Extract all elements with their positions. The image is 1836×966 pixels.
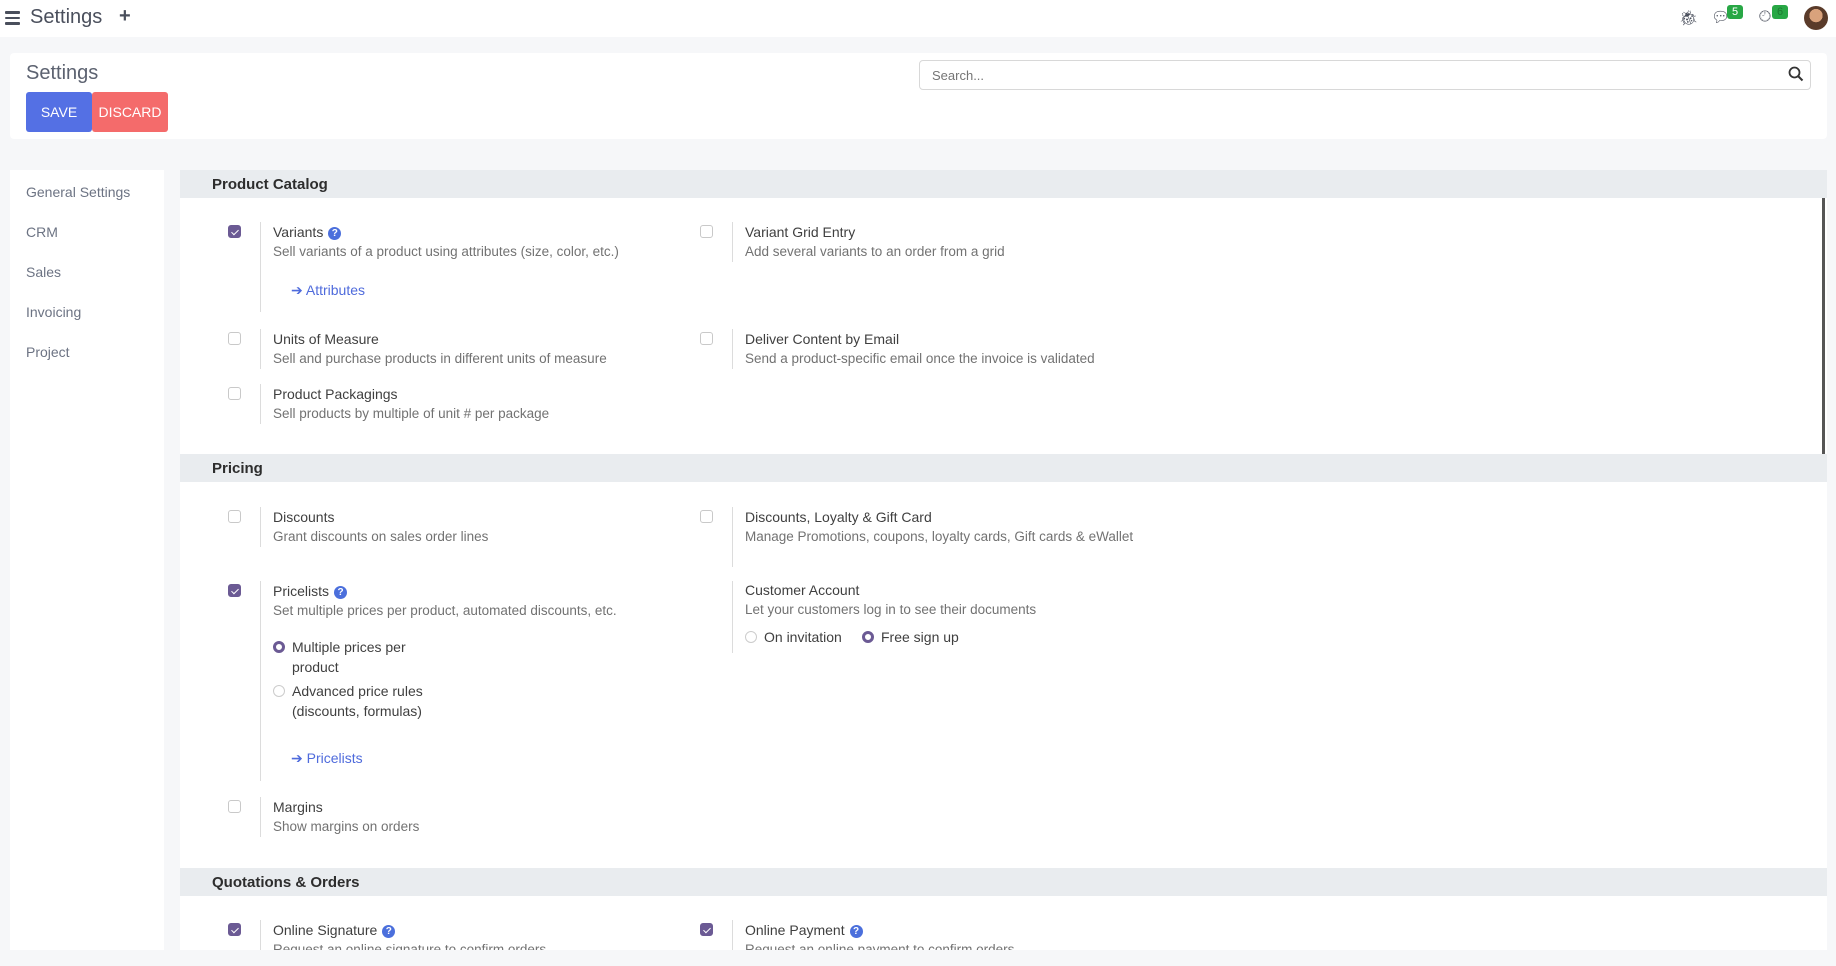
divider — [732, 920, 733, 950]
sidebar-item-crm[interactable]: CRM — [26, 224, 58, 240]
margins-checkbox[interactable] — [228, 800, 241, 813]
save-button[interactable]: SAVE — [26, 92, 92, 132]
deliver-email-checkbox[interactable] — [700, 332, 713, 345]
plus-icon[interactable]: + — [119, 5, 131, 27]
divider — [260, 507, 261, 547]
customer-account-label: Customer Account — [745, 582, 860, 598]
free-signup-label: Free sign up — [881, 629, 959, 645]
settings-sidebar: General Settings CRM Sales Invoicing Pro… — [10, 170, 164, 950]
settings-content: Product Catalog Variants? Sell variants … — [180, 170, 1827, 950]
online-payment-desc: Request an online payment to confirm ord… — [745, 942, 1015, 950]
discard-button[interactable]: DISCARD — [92, 92, 168, 132]
section-product-catalog: Product Catalog — [180, 170, 1827, 198]
search-icon[interactable] — [1788, 66, 1804, 82]
online-signature-label: Online Signature? — [273, 922, 396, 938]
divider — [260, 797, 261, 837]
online-payment-label: Online Payment? — [745, 922, 863, 938]
online-signature-checkbox[interactable] — [228, 923, 241, 936]
section-quotations-orders: Quotations & Orders — [180, 868, 1827, 896]
menu-icon[interactable] — [5, 11, 20, 25]
chat-icon[interactable]: 💬︎ — [1711, 9, 1731, 26]
packagings-label: Product Packagings — [273, 386, 398, 402]
pricelists-label: Pricelists? — [273, 583, 348, 599]
divider — [260, 384, 261, 424]
attributes-link[interactable]: ➔ Attributes — [291, 282, 365, 298]
advanced-rules-radio[interactable] — [273, 685, 285, 697]
margins-desc: Show margins on orders — [273, 819, 420, 834]
packagings-checkbox[interactable] — [228, 387, 241, 400]
uom-label: Units of Measure — [273, 331, 379, 347]
pricelists-desc: Set multiple prices per product, automat… — [273, 603, 617, 618]
help-icon[interactable]: ? — [334, 586, 348, 599]
divider — [260, 581, 261, 781]
loyalty-label: Discounts, Loyalty & Gift Card — [745, 509, 932, 525]
multiple-prices-radio[interactable] — [273, 641, 285, 653]
online-signature-desc: Request an online signature to confirm o… — [273, 942, 547, 950]
help-icon[interactable]: ? — [382, 925, 396, 938]
activities-badge: 6 — [1772, 5, 1789, 19]
divider — [732, 507, 733, 567]
divider — [732, 581, 733, 653]
control-panel: Settings SAVE DISCARD — [10, 53, 1827, 139]
divider — [260, 222, 261, 312]
free-signup-radio[interactable] — [862, 631, 874, 643]
deliver-email-desc: Send a product-specific email once the i… — [745, 351, 1095, 366]
discounts-desc: Grant discounts on sales order lines — [273, 529, 489, 544]
avatar[interactable] — [1804, 6, 1828, 30]
help-icon[interactable]: ? — [328, 227, 342, 240]
uom-checkbox[interactable] — [228, 332, 241, 345]
divider — [260, 329, 261, 369]
sidebar-item-sales[interactable]: Sales — [26, 264, 62, 280]
discounts-label: Discounts — [273, 509, 335, 525]
on-invitation-label: On invitation — [764, 629, 842, 645]
app-title: Settings — [30, 6, 103, 28]
uom-desc: Sell and purchase products in different … — [273, 351, 607, 366]
variants-checkbox[interactable] — [228, 225, 241, 238]
divider — [260, 920, 261, 950]
loyalty-checkbox[interactable] — [700, 510, 713, 523]
packagings-desc: Sell products by multiple of unit # per … — [273, 406, 550, 421]
clock-icon[interactable]: 🕘︎ — [1759, 8, 1771, 25]
online-payment-checkbox[interactable] — [700, 923, 713, 936]
pricelists-link[interactable]: ➔ Pricelists — [291, 750, 363, 766]
messages-badge: 5 — [1727, 5, 1744, 19]
search-input[interactable] — [919, 60, 1811, 90]
variant-grid-desc: Add several variants to an order from a … — [745, 244, 1005, 259]
divider — [732, 222, 733, 262]
multiple-prices-label: Multiple prices per product — [292, 639, 406, 675]
deliver-email-label: Deliver Content by Email — [745, 331, 900, 347]
sidebar-item-invoicing[interactable]: Invoicing — [26, 304, 82, 320]
sidebar-item-general-settings[interactable]: General Settings — [26, 184, 131, 200]
divider — [732, 329, 733, 369]
discounts-checkbox[interactable] — [228, 510, 241, 523]
variant-grid-checkbox[interactable] — [700, 225, 713, 238]
pricelists-checkbox[interactable] — [228, 584, 241, 597]
scrollbar[interactable] — [1822, 172, 1825, 482]
bug-icon[interactable]: 🐞︎ — [1679, 10, 1699, 27]
margins-label: Margins — [273, 799, 323, 815]
help-icon[interactable]: ? — [849, 925, 863, 938]
top-bar: Settings + 🐞︎ 💬︎ 5 🕘︎ 6 — [0, 0, 1836, 37]
variant-grid-label: Variant Grid Entry — [745, 224, 856, 240]
loyalty-desc: Manage Promotions, coupons, loyalty card… — [745, 529, 1134, 544]
advanced-rules-label: Advanced price rules (discounts, formula… — [292, 683, 423, 719]
variants-label: Variants? — [273, 224, 342, 240]
variants-desc: Sell variants of a product using attribu… — [273, 244, 619, 259]
section-pricing: Pricing — [180, 454, 1827, 482]
customer-account-desc: Let your customers log in to see their d… — [745, 602, 1037, 617]
page-title: Settings — [26, 62, 99, 84]
on-invitation-radio[interactable] — [745, 631, 757, 643]
sidebar-item-project[interactable]: Project — [26, 344, 70, 360]
